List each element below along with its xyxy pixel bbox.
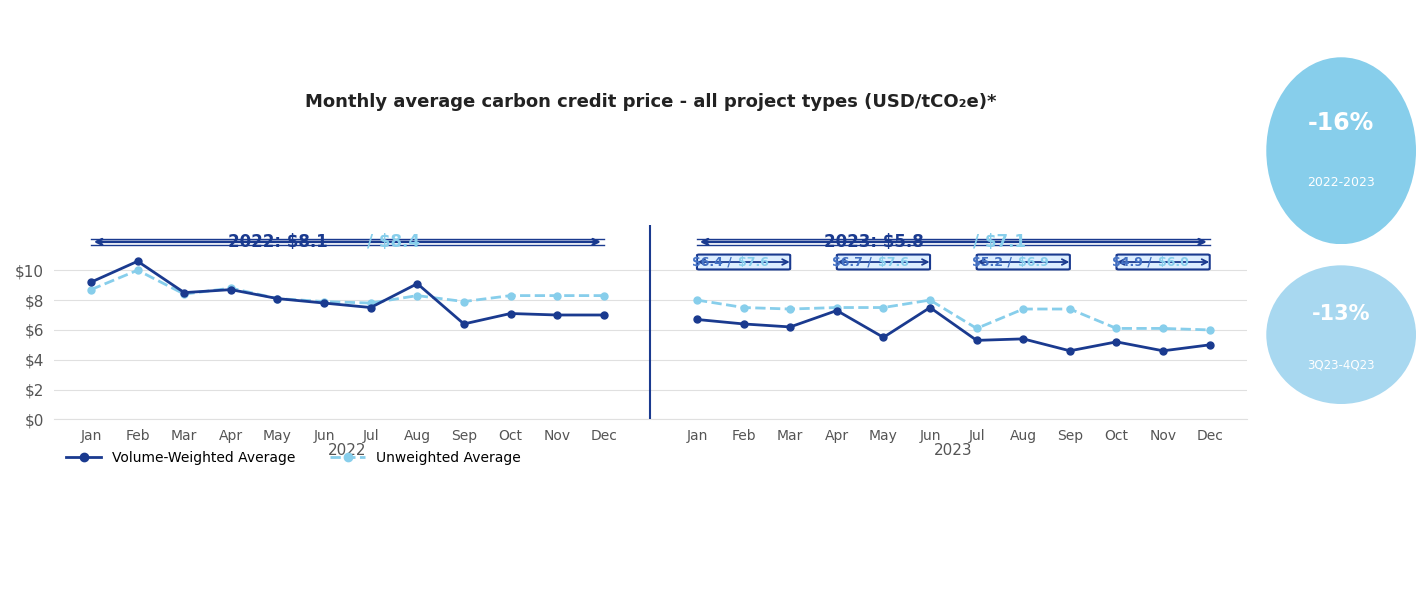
Text: 2022: 2022 bbox=[328, 443, 366, 458]
Legend: Volume-Weighted Average, Unweighted Average: Volume-Weighted Average, Unweighted Aver… bbox=[61, 446, 526, 471]
Text: / $8.4: / $8.4 bbox=[368, 233, 421, 251]
FancyBboxPatch shape bbox=[1117, 254, 1209, 270]
FancyBboxPatch shape bbox=[977, 254, 1070, 270]
Text: -16%: -16% bbox=[1308, 111, 1375, 134]
Title: Monthly average carbon credit price - all project types (USD/tCO₂e)*: Monthly average carbon credit price - al… bbox=[305, 93, 997, 112]
Ellipse shape bbox=[1266, 57, 1416, 244]
Text: / $7.1: / $7.1 bbox=[974, 233, 1027, 251]
Text: $5.2 /: $5.2 / bbox=[973, 256, 1017, 268]
Text: $6.4 /: $6.4 / bbox=[693, 256, 737, 268]
Text: 3Q23-4Q23: 3Q23-4Q23 bbox=[1308, 359, 1375, 371]
Text: 2023: $5.8: 2023: $5.8 bbox=[824, 233, 924, 251]
Ellipse shape bbox=[1266, 265, 1416, 404]
Text: $6.7 /: $6.7 / bbox=[833, 256, 877, 268]
FancyBboxPatch shape bbox=[837, 254, 930, 270]
Text: $6.0: $6.0 bbox=[1158, 256, 1189, 268]
Text: 2023: 2023 bbox=[934, 443, 973, 458]
Text: -13%: -13% bbox=[1312, 304, 1370, 324]
Text: $6.9: $6.9 bbox=[1018, 256, 1050, 268]
Text: $7.6: $7.6 bbox=[878, 256, 908, 268]
Text: 2022-2023: 2022-2023 bbox=[1308, 176, 1375, 189]
FancyBboxPatch shape bbox=[697, 254, 790, 270]
Text: 2022: $8.1: 2022: $8.1 bbox=[228, 233, 328, 251]
Text: $4.9 /: $4.9 / bbox=[1112, 256, 1156, 268]
Text: $7.6: $7.6 bbox=[739, 256, 769, 268]
